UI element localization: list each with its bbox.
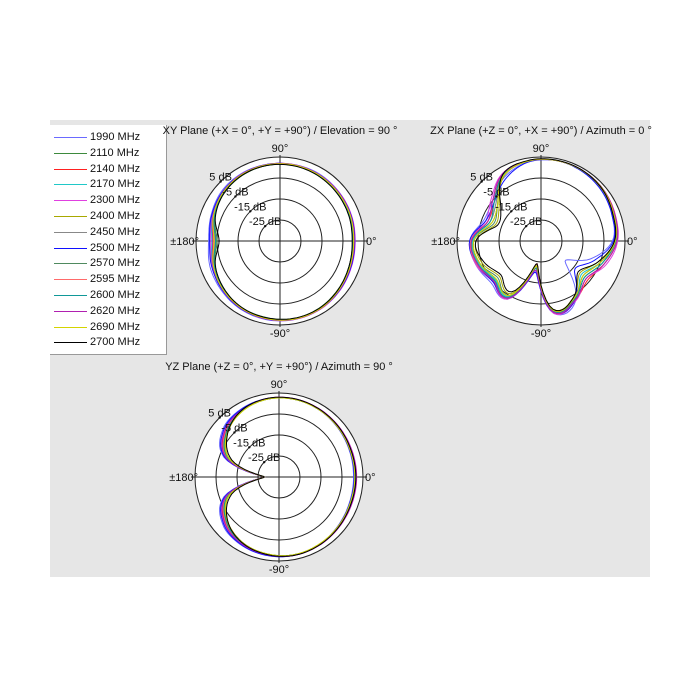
angle-label-bottom: -90° (270, 328, 290, 340)
series-line (212, 163, 355, 321)
angle-label-bottom: -90° (269, 564, 289, 576)
legend-item: 2450 MHz (50, 225, 166, 239)
legend-swatch (54, 231, 87, 233)
radial-tick-marker (524, 224, 528, 228)
radial-tick-label: 5 dB (209, 172, 232, 184)
legend-label: 2500 MHz (90, 241, 141, 254)
legend-swatch (54, 137, 87, 138)
radial-tick-marker (262, 460, 266, 464)
legend-label: 2170 MHz (90, 178, 141, 191)
legend-label: 2140 MHz (90, 162, 141, 175)
radial-tick-marker (510, 210, 513, 213)
polar-plot: YZ Plane (+Z = 0°, +Y = +90°) / Azimuth … (165, 361, 393, 576)
legend: 1990 MHz 2110 MHz 2140 MHz 2170 MHz 2300 MHz… (50, 125, 167, 355)
legend-swatch (54, 184, 87, 186)
angle-label-top: 90° (271, 379, 288, 391)
angle-label-left: ±180° (170, 236, 199, 248)
radial-tick-marker (234, 195, 237, 198)
legend-label: 2690 MHz (90, 320, 141, 333)
angle-label-top: 90° (533, 143, 550, 155)
angle-label-right: 0° (627, 236, 638, 248)
legend-label: 2595 MHz (90, 273, 141, 286)
legend-item: 2300 MHz (50, 193, 166, 207)
radial-tick-label: -15 dB (495, 201, 527, 213)
legend-label: 2570 MHz (90, 257, 141, 270)
legend-item: 2600 MHz (50, 288, 166, 302)
legend-swatch (54, 279, 87, 281)
radial-tick-marker (480, 180, 483, 183)
legend-swatch (54, 295, 87, 296)
legend-label: 2300 MHz (90, 194, 141, 207)
radial-tick-label: -5 dB (222, 186, 248, 198)
angle-label-right: 0° (365, 472, 376, 484)
plot-title: ZX Plane (+Z = 0°, +X = +90°) / Azimuth … (430, 125, 652, 137)
radial-tick-label: -25 dB (248, 452, 280, 464)
radial-tick-label: -5 dB (483, 186, 509, 198)
radial-tick-label: -25 dB (249, 216, 281, 228)
legend-label: 1990 MHz (90, 131, 141, 143)
radial-tick-marker (263, 224, 267, 228)
angle-label-left: ±180° (431, 236, 460, 248)
angle-label-right: 0° (366, 236, 377, 248)
radial-tick-label: -15 dB (233, 437, 265, 449)
radial-tick-marker (495, 195, 498, 198)
legend-label: 2620 MHz (90, 304, 141, 317)
series-line (214, 163, 353, 320)
plot-title: YZ Plane (+Z = 0°, +Y = +90°) / Azimuth … (165, 361, 393, 373)
series-line (225, 396, 357, 557)
angle-label-bottom: -90° (531, 328, 551, 340)
radial-tick-marker (249, 210, 252, 213)
series-line (474, 158, 617, 312)
radial-tick-label: 5 dB (208, 408, 231, 420)
legend-label: 2600 MHz (90, 289, 141, 301)
legend-item: 1990 MHz (50, 130, 166, 144)
radial-tick-marker (218, 416, 221, 419)
legend-swatch (54, 200, 87, 202)
legend-item: 2500 MHz (50, 241, 166, 255)
legend-label: 2700 MHz (90, 336, 141, 349)
legend-label: 2450 MHz (90, 225, 141, 238)
radial-tick-label: 5 dB (470, 172, 493, 184)
legend-item: 2620 MHz (50, 304, 166, 318)
legend-swatch (54, 263, 87, 265)
legend-item: 2170 MHz (50, 177, 166, 191)
polar-plot: ZX Plane (+Z = 0°, +X = +90°) / Azimuth … (430, 125, 652, 340)
legend-item: 2110 MHz (50, 146, 166, 160)
radial-tick-label: -5 dB (221, 422, 247, 434)
legend-swatch (54, 326, 87, 328)
plot-title: XY Plane (+X = 0°, +Y = +90°) / Elevatio… (163, 125, 398, 137)
legend-item: 2140 MHz (50, 162, 166, 176)
legend-item: 2570 MHz (50, 256, 166, 270)
polar-plot: XY Plane (+X = 0°, +Y = +90°) / Elevatio… (163, 125, 398, 340)
legend-label: 2400 MHz (90, 210, 141, 222)
legend-label: 2110 MHz (90, 146, 140, 159)
radial-tick-marker (233, 431, 236, 434)
legend-swatch (54, 152, 87, 154)
legend-swatch (54, 310, 87, 312)
legend-item: 2690 MHz (50, 320, 166, 334)
legend-item: 2595 MHz (50, 272, 166, 286)
radial-tick-label: -15 dB (234, 201, 266, 213)
legend-item: 2700 MHz (50, 335, 166, 349)
legend-swatch (54, 342, 87, 344)
legend-swatch (54, 168, 87, 170)
angle-label-top: 90° (272, 143, 289, 155)
radial-tick-marker (219, 180, 222, 183)
legend-swatch (54, 247, 87, 249)
radial-tick-label: -25 dB (510, 216, 542, 228)
angle-label-left: ±180° (169, 472, 198, 484)
legend-swatch (54, 216, 87, 217)
legend-item: 2400 MHz (50, 209, 166, 223)
radial-tick-marker (248, 446, 251, 449)
